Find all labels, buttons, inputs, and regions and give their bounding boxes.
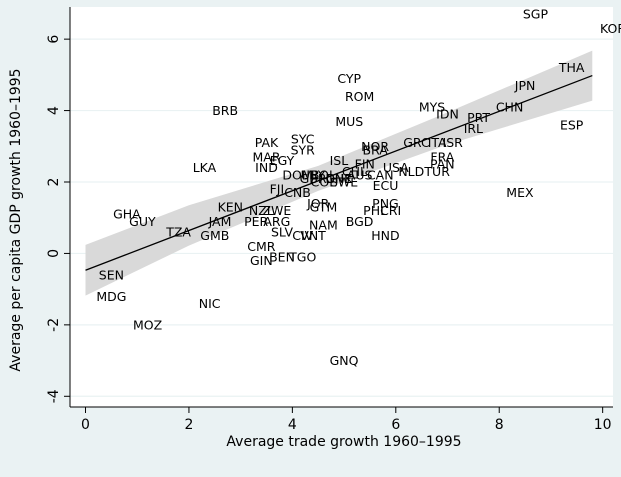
x-tick-label: 10 [594, 417, 612, 433]
point-label: JOR [306, 196, 330, 211]
point-label: CIV [292, 228, 313, 243]
x-tick-label: 0 [81, 417, 90, 433]
point-label: GNQ [330, 353, 359, 368]
point-label: TGO [288, 250, 316, 265]
point-labels: SGPKORTHAJPNCHNESPPRTIRLMYSIDNISRITAGRCF… [96, 7, 621, 368]
point-label: GHA [113, 207, 141, 222]
plot-area [70, 7, 613, 407]
y-tick-label: 2 [46, 178, 62, 187]
point-label: TZA [165, 225, 191, 240]
point-label: NZL [249, 203, 274, 218]
point-label: JAM [208, 214, 232, 229]
point-label: PNG [372, 196, 399, 211]
point-label: FRA [430, 150, 454, 165]
point-label: CHL [342, 164, 367, 179]
point-label: CHE [326, 171, 352, 186]
point-label: ESP [560, 117, 584, 132]
point-label: NAM [309, 217, 338, 232]
point-label: ZWE [262, 203, 291, 218]
point-label: PRT [467, 110, 490, 125]
point-label: CHN [496, 100, 523, 115]
point-label: GMB [200, 228, 229, 243]
point-label: MDG [96, 289, 126, 304]
point-label: EGY [270, 153, 295, 168]
fit-line [85, 74, 593, 271]
point-label: IDN [436, 107, 459, 122]
point-label: HND [371, 228, 399, 243]
y-axis-title: Average per capita GDP growth 1960–1995 [8, 68, 24, 371]
point-label: SYR [291, 142, 316, 157]
point-label: BEN [269, 250, 295, 265]
point-label: ARG [263, 214, 290, 229]
point-label: GBR [300, 171, 327, 186]
point-label: CRI [380, 203, 401, 218]
x-tick-label: 6 [391, 417, 400, 433]
point-label: URY [301, 167, 326, 182]
point-label: ROM [345, 89, 374, 104]
y-tick-label: -2 [46, 318, 62, 332]
y-tick-label: 4 [46, 106, 62, 115]
point-label: VNT [300, 228, 326, 243]
point-label: FIN [355, 157, 375, 172]
x-tick-label: 4 [288, 417, 297, 433]
point-label: MAR [252, 150, 280, 165]
y-tick-label: -4 [46, 389, 62, 403]
point-label: AUS [347, 167, 373, 182]
point-label: SYC [291, 132, 315, 147]
point-label: CMR [247, 239, 276, 254]
point-label: BGD [346, 214, 374, 229]
point-label: ISL [330, 153, 349, 168]
point-label: DNK [325, 171, 353, 186]
point-label: IRL [464, 121, 483, 136]
point-label: GUY [129, 214, 156, 229]
point-label: MEX [506, 185, 534, 200]
fit-line-group [85, 74, 593, 271]
point-label: GRC [403, 135, 430, 150]
point-label: BRB [212, 103, 238, 118]
point-label: SLV [271, 225, 294, 240]
point-label: USA [383, 160, 409, 175]
point-label: MUS [335, 114, 363, 129]
axes: 0 2 4 6 8 10 -4 -2 0 2 4 6 [46, 7, 613, 433]
point-label: NOR [361, 139, 389, 154]
point-label: PER [244, 214, 268, 229]
y-tick-label: 0 [46, 249, 62, 258]
point-label: THA [558, 60, 585, 75]
point-label: PHL [363, 203, 387, 218]
point-label: CAN [367, 167, 394, 182]
x-axis-title: Average trade growth 1960–1995 [226, 434, 461, 450]
point-label: SWE [330, 175, 358, 190]
point-label: IND [255, 160, 278, 175]
point-label: DOM [282, 167, 312, 182]
y-tick-label: 6 [46, 35, 62, 44]
x-tick-label: 8 [495, 417, 504, 433]
point-label: NLD [398, 164, 424, 179]
point-label: ISR [443, 135, 464, 150]
point-label: COL [311, 175, 337, 190]
point-label: BOL [311, 167, 336, 182]
point-label: SGP [523, 7, 549, 22]
point-label: KOR [600, 21, 621, 36]
point-label: MYS [419, 100, 445, 115]
point-label: JPN [514, 78, 536, 93]
point-label: GIN [250, 253, 273, 268]
point-label: CNB [284, 185, 311, 200]
point-label: MOZ [133, 317, 162, 332]
point-label: PAK [255, 135, 279, 150]
point-label: ECU [373, 178, 399, 193]
point-label: SEN [99, 267, 124, 282]
point-label: KEN [218, 200, 243, 215]
point-label: BRA [362, 142, 388, 157]
point-label: CYP [337, 71, 361, 86]
point-label: FJI [270, 182, 285, 197]
point-label: GTM [310, 200, 338, 215]
point-label: NIC [199, 296, 221, 311]
point-label: PAN [430, 157, 455, 172]
point-label: TUR [423, 164, 450, 179]
point-label: ITA [428, 135, 447, 150]
x-tick-label: 2 [184, 417, 193, 433]
point-label: LKA [193, 160, 217, 175]
